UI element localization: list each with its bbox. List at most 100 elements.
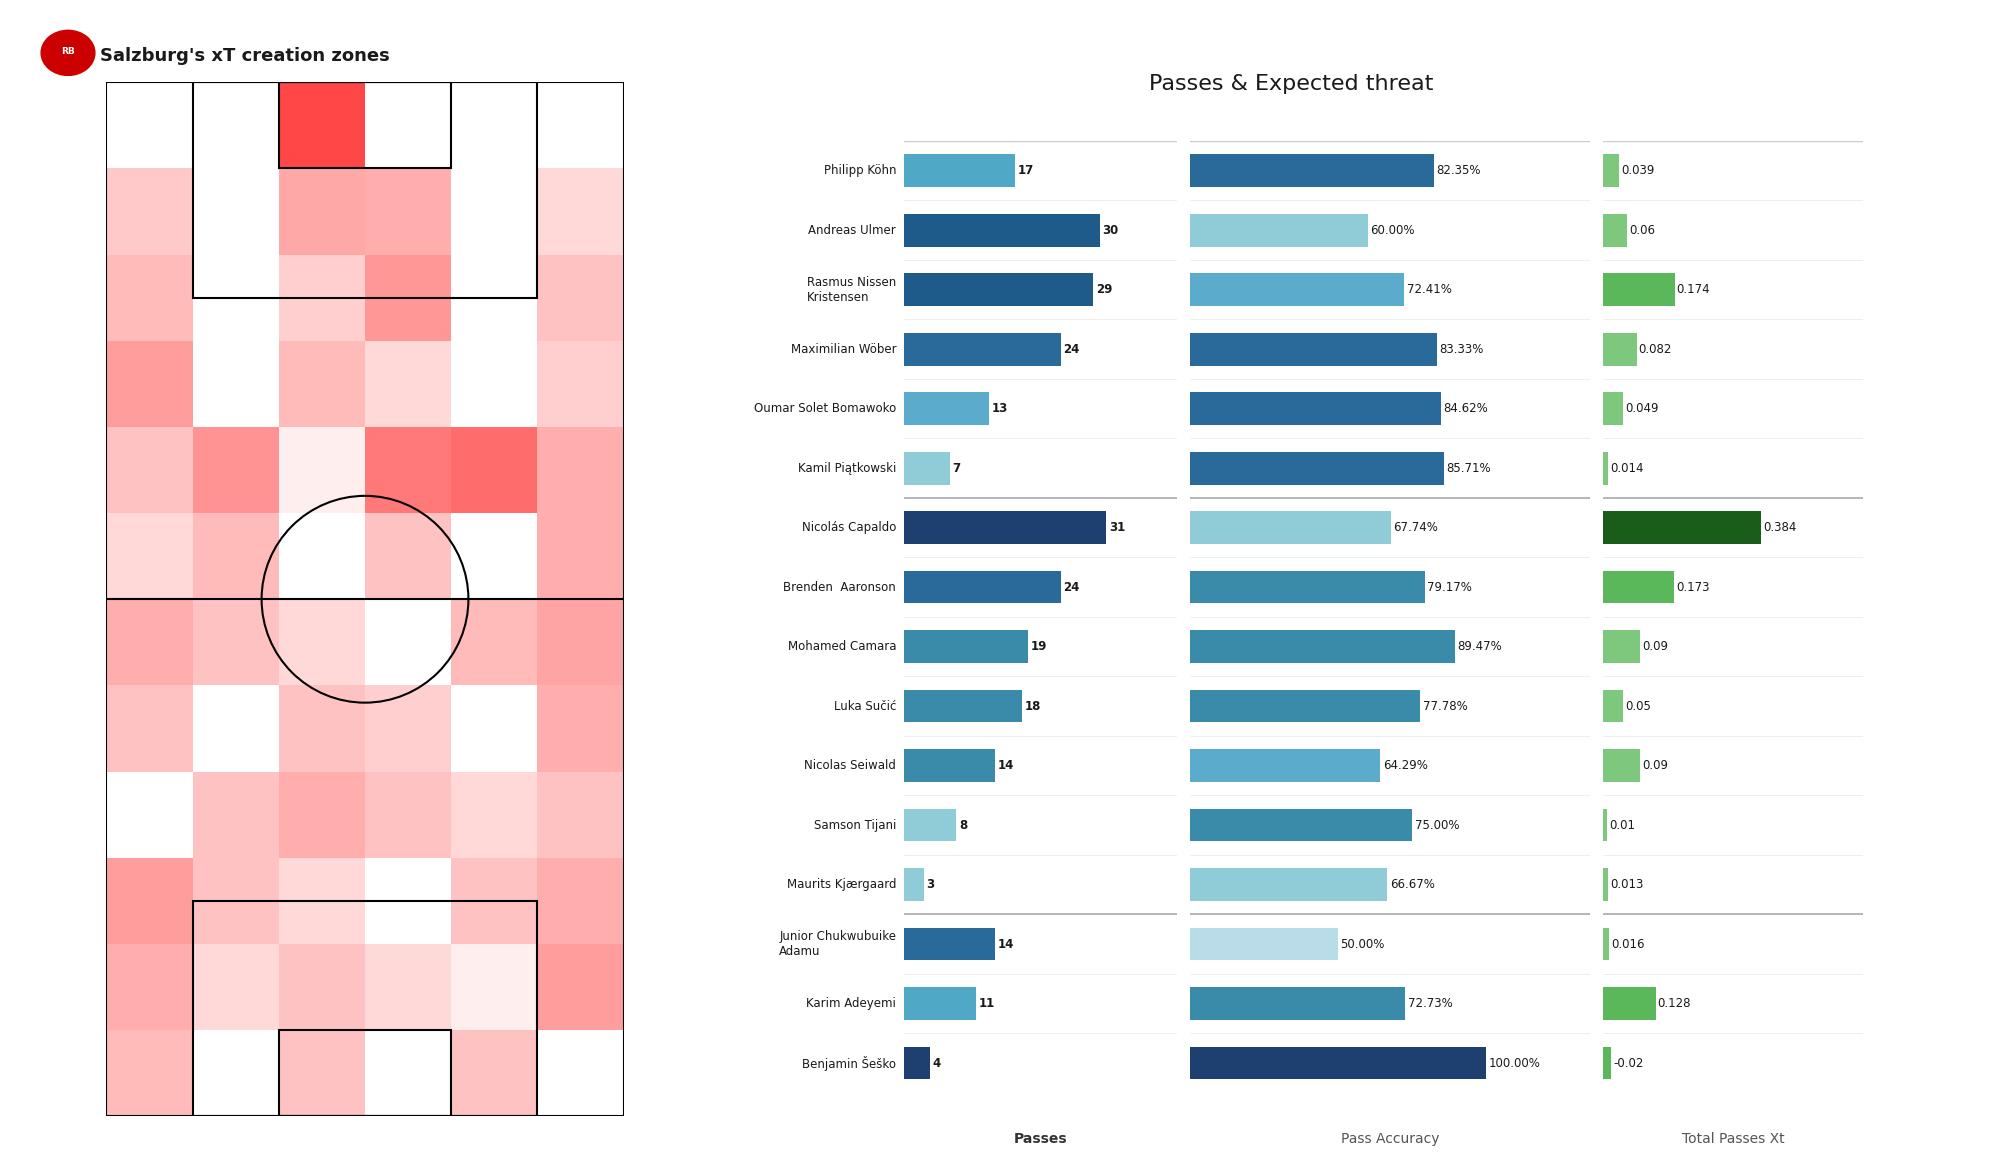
Bar: [278, 427, 364, 513]
Bar: [1190, 630, 1456, 663]
Text: Philipp Köhn: Philipp Köhn: [824, 165, 896, 177]
Bar: [538, 168, 624, 255]
Bar: [538, 427, 624, 513]
Bar: [1190, 571, 1424, 604]
Bar: [192, 772, 278, 858]
Text: 19: 19: [1030, 640, 1048, 653]
Bar: [538, 513, 624, 599]
Bar: [1602, 1047, 1610, 1080]
Bar: [904, 1047, 930, 1080]
Bar: [904, 808, 956, 841]
Text: 85.71%: 85.71%: [1446, 462, 1490, 475]
Bar: [106, 513, 192, 599]
Bar: [1602, 750, 1640, 781]
Text: 24: 24: [1064, 343, 1080, 356]
Bar: [1602, 808, 1606, 841]
Text: Benjamin Šeško: Benjamin Šeško: [802, 1055, 896, 1070]
Bar: [904, 690, 1022, 723]
Bar: [106, 427, 192, 513]
Bar: [452, 772, 538, 858]
Text: Maurits Kjærgaard: Maurits Kjærgaard: [786, 878, 896, 891]
Text: 18: 18: [1024, 699, 1040, 712]
Bar: [1190, 690, 1420, 723]
Text: Mohamed Camara: Mohamed Camara: [788, 640, 896, 653]
Bar: [1602, 868, 1608, 901]
Text: 8: 8: [958, 819, 968, 832]
Bar: [1602, 214, 1628, 247]
Text: Nicolás Capaldo: Nicolás Capaldo: [802, 522, 896, 535]
Text: 89.47%: 89.47%: [1458, 640, 1502, 653]
Bar: [1602, 630, 1640, 663]
Bar: [1190, 511, 1390, 544]
Text: Salzburg's xT creation zones: Salzburg's xT creation zones: [100, 47, 390, 65]
Bar: [904, 154, 1016, 187]
Bar: [192, 82, 538, 297]
Bar: [1190, 987, 1406, 1020]
Bar: [192, 944, 278, 1030]
Text: 7: 7: [952, 462, 960, 475]
Bar: [904, 274, 1094, 306]
Text: 0.082: 0.082: [1638, 343, 1672, 356]
Bar: [364, 255, 452, 341]
Text: 79.17%: 79.17%: [1426, 580, 1472, 593]
Text: Pass Accuracy: Pass Accuracy: [1340, 1132, 1440, 1146]
Text: 30: 30: [1102, 223, 1118, 236]
Bar: [1602, 274, 1674, 306]
Text: Luka Sučić: Luka Sučić: [834, 699, 896, 712]
Bar: [904, 214, 1100, 247]
Text: 0.039: 0.039: [1620, 165, 1654, 177]
Bar: [192, 901, 538, 1116]
Bar: [1190, 333, 1436, 365]
Bar: [904, 333, 1060, 365]
Bar: [1602, 452, 1608, 484]
Text: Brenden  Aaronson: Brenden Aaronson: [784, 580, 896, 593]
Text: 31: 31: [1110, 522, 1126, 535]
Text: Junior Chukwubuike
Adamu: Junior Chukwubuike Adamu: [780, 931, 896, 958]
Text: 24: 24: [1064, 580, 1080, 593]
Bar: [364, 427, 452, 513]
Bar: [364, 685, 452, 772]
Text: 17: 17: [1018, 165, 1034, 177]
Bar: [278, 82, 364, 168]
Bar: [904, 868, 924, 901]
Bar: [1602, 333, 1636, 365]
Bar: [452, 858, 538, 944]
Text: 11: 11: [978, 998, 994, 1010]
Bar: [106, 599, 192, 685]
Bar: [192, 599, 278, 685]
Bar: [278, 685, 364, 772]
Bar: [278, 255, 364, 341]
Text: Samson Tijani: Samson Tijani: [814, 819, 896, 832]
Text: Nicolas Seiwald: Nicolas Seiwald: [804, 759, 896, 772]
Text: RB: RB: [62, 47, 74, 56]
Bar: [1602, 392, 1622, 425]
Text: 29: 29: [1096, 283, 1112, 296]
Bar: [1602, 511, 1762, 544]
Bar: [106, 1030, 192, 1116]
Text: 0.09: 0.09: [1642, 640, 1668, 653]
Text: Andreas Ulmer: Andreas Ulmer: [808, 223, 896, 236]
Text: 100.00%: 100.00%: [1488, 1056, 1540, 1069]
Text: 14: 14: [998, 759, 1014, 772]
Bar: [452, 427, 538, 513]
Text: Kamil Piątkowski: Kamil Piątkowski: [798, 462, 896, 475]
Bar: [452, 599, 538, 685]
Bar: [538, 255, 624, 341]
Bar: [1190, 1047, 1486, 1080]
Bar: [278, 168, 364, 255]
Text: 0.09: 0.09: [1642, 759, 1668, 772]
Text: 0.05: 0.05: [1626, 699, 1652, 712]
Bar: [1190, 750, 1380, 781]
Text: 3: 3: [926, 878, 934, 891]
Bar: [364, 772, 452, 858]
Bar: [1190, 808, 1412, 841]
Text: 0.06: 0.06: [1630, 223, 1656, 236]
Bar: [904, 511, 1106, 544]
Text: 0.384: 0.384: [1764, 522, 1796, 535]
Text: Passes & Expected threat: Passes & Expected threat: [1150, 74, 1434, 94]
Bar: [538, 599, 624, 685]
Bar: [106, 944, 192, 1030]
Bar: [538, 858, 624, 944]
Text: 14: 14: [998, 938, 1014, 951]
Bar: [538, 772, 624, 858]
